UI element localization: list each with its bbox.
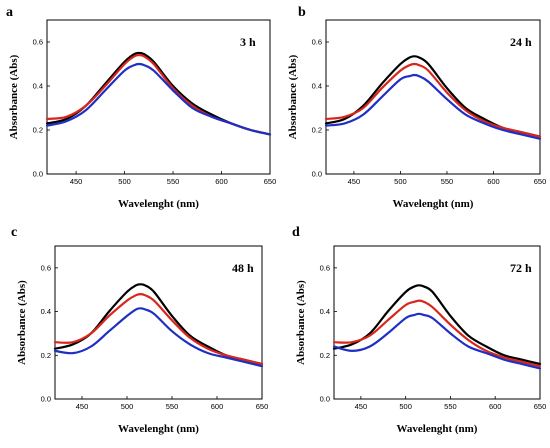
x-axis-title: Wavelenght (nm) (393, 198, 474, 210)
y-tick-label: 0.6 (320, 263, 330, 272)
time-annotation: 72 h (510, 261, 532, 275)
series-line-3 (53, 307, 264, 368)
plot-frame (54, 245, 263, 400)
x-tick-label: 600 (211, 402, 224, 411)
y-axis-title: Absorbance (Abs) (8, 54, 20, 139)
x-tick-label: 650 (256, 402, 269, 411)
y-tick-label: 0.6 (312, 38, 322, 47)
time-annotation: 48 h (232, 261, 254, 275)
series-line-1 (45, 51, 272, 136)
x-tick-label: 600 (489, 402, 502, 411)
y-axis-title: Absorbance (Abs) (287, 54, 299, 139)
y-axis-title: Absorbance (Abs) (16, 280, 28, 365)
chart-panel-d: d 450 500 550 600 650 0.0 0.2 0.4 0.6 Wavelenght (… (292, 225, 546, 435)
y-tick-label: 0.4 (41, 307, 51, 316)
x-tick-label: 500 (121, 402, 134, 411)
y-tick-label: 0.4 (320, 307, 330, 316)
series-line-2 (324, 62, 542, 138)
plot-frame (46, 19, 271, 175)
x-tick-label: 650 (534, 177, 547, 186)
x-axis-title: Wavelenght (nm) (118, 198, 199, 210)
plot-frame (325, 19, 541, 175)
series-line-3 (324, 73, 542, 140)
panel-letter: c (11, 225, 17, 240)
x-tick-label: 600 (487, 177, 500, 186)
x-tick-label: 500 (394, 177, 407, 186)
x-tick-label: 550 (167, 177, 180, 186)
y-tick-label: 0.2 (33, 126, 43, 135)
y-tick-label: 0.2 (312, 126, 322, 135)
x-tick-label: 550 (444, 402, 457, 411)
x-tick-label: 450 (355, 402, 368, 411)
x-axis-title: Wavelenght (nm) (118, 423, 199, 435)
x-tick-label: 550 (441, 177, 454, 186)
series-line-2 (332, 299, 542, 368)
plot-frame (333, 245, 541, 400)
x-tick-label: 500 (399, 402, 412, 411)
y-tick-label: 0.4 (312, 82, 322, 91)
y-tick-label: 0.2 (320, 351, 330, 360)
x-axis-title: Wavelenght (nm) (397, 423, 478, 435)
series-line-1 (332, 284, 542, 366)
panel-letter: a (6, 5, 13, 20)
y-axis-title: Absorbance (Abs) (295, 280, 307, 365)
time-annotation: 24 h (510, 35, 532, 49)
y-tick-label: 0.6 (41, 263, 51, 272)
x-tick-label: 450 (76, 402, 89, 411)
x-tick-label: 550 (166, 402, 179, 411)
y-tick-label: 0.4 (33, 82, 43, 91)
time-annotation: 3 h (240, 35, 256, 49)
chart-panel-c: c 450 500 550 600 650 0.0 0.2 0.4 0.6 Wavelenght (… (11, 225, 268, 435)
chart-panel-a: a 450 500 550 600 650 0.0 0.2 0.4 0.6 Wavelenght (… (6, 5, 276, 210)
series-line-1 (324, 55, 542, 138)
y-tick-label: 0.0 (41, 395, 51, 404)
x-tick-label: 650 (264, 177, 277, 186)
y-tick-label: 0.2 (41, 351, 51, 360)
x-tick-label: 450 (70, 177, 83, 186)
series-line-2 (53, 293, 264, 366)
x-tick-label: 450 (348, 177, 361, 186)
panel-letter: b (298, 5, 306, 20)
series-line-1 (53, 283, 264, 366)
panel-letter: d (292, 225, 300, 240)
y-tick-label: 0.6 (33, 38, 43, 47)
x-tick-label: 650 (534, 402, 547, 411)
y-tick-label: 0.0 (320, 395, 330, 404)
series-line-3 (332, 312, 542, 370)
y-tick-label: 0.0 (312, 170, 322, 179)
y-tick-label: 0.0 (33, 170, 43, 179)
chart-panel-b: b 450 500 550 600 650 0.0 0.2 0.4 0.6 Wavelenght (… (287, 5, 546, 210)
x-tick-label: 600 (215, 177, 228, 186)
series-line-3 (45, 62, 272, 136)
x-tick-label: 500 (118, 177, 131, 186)
